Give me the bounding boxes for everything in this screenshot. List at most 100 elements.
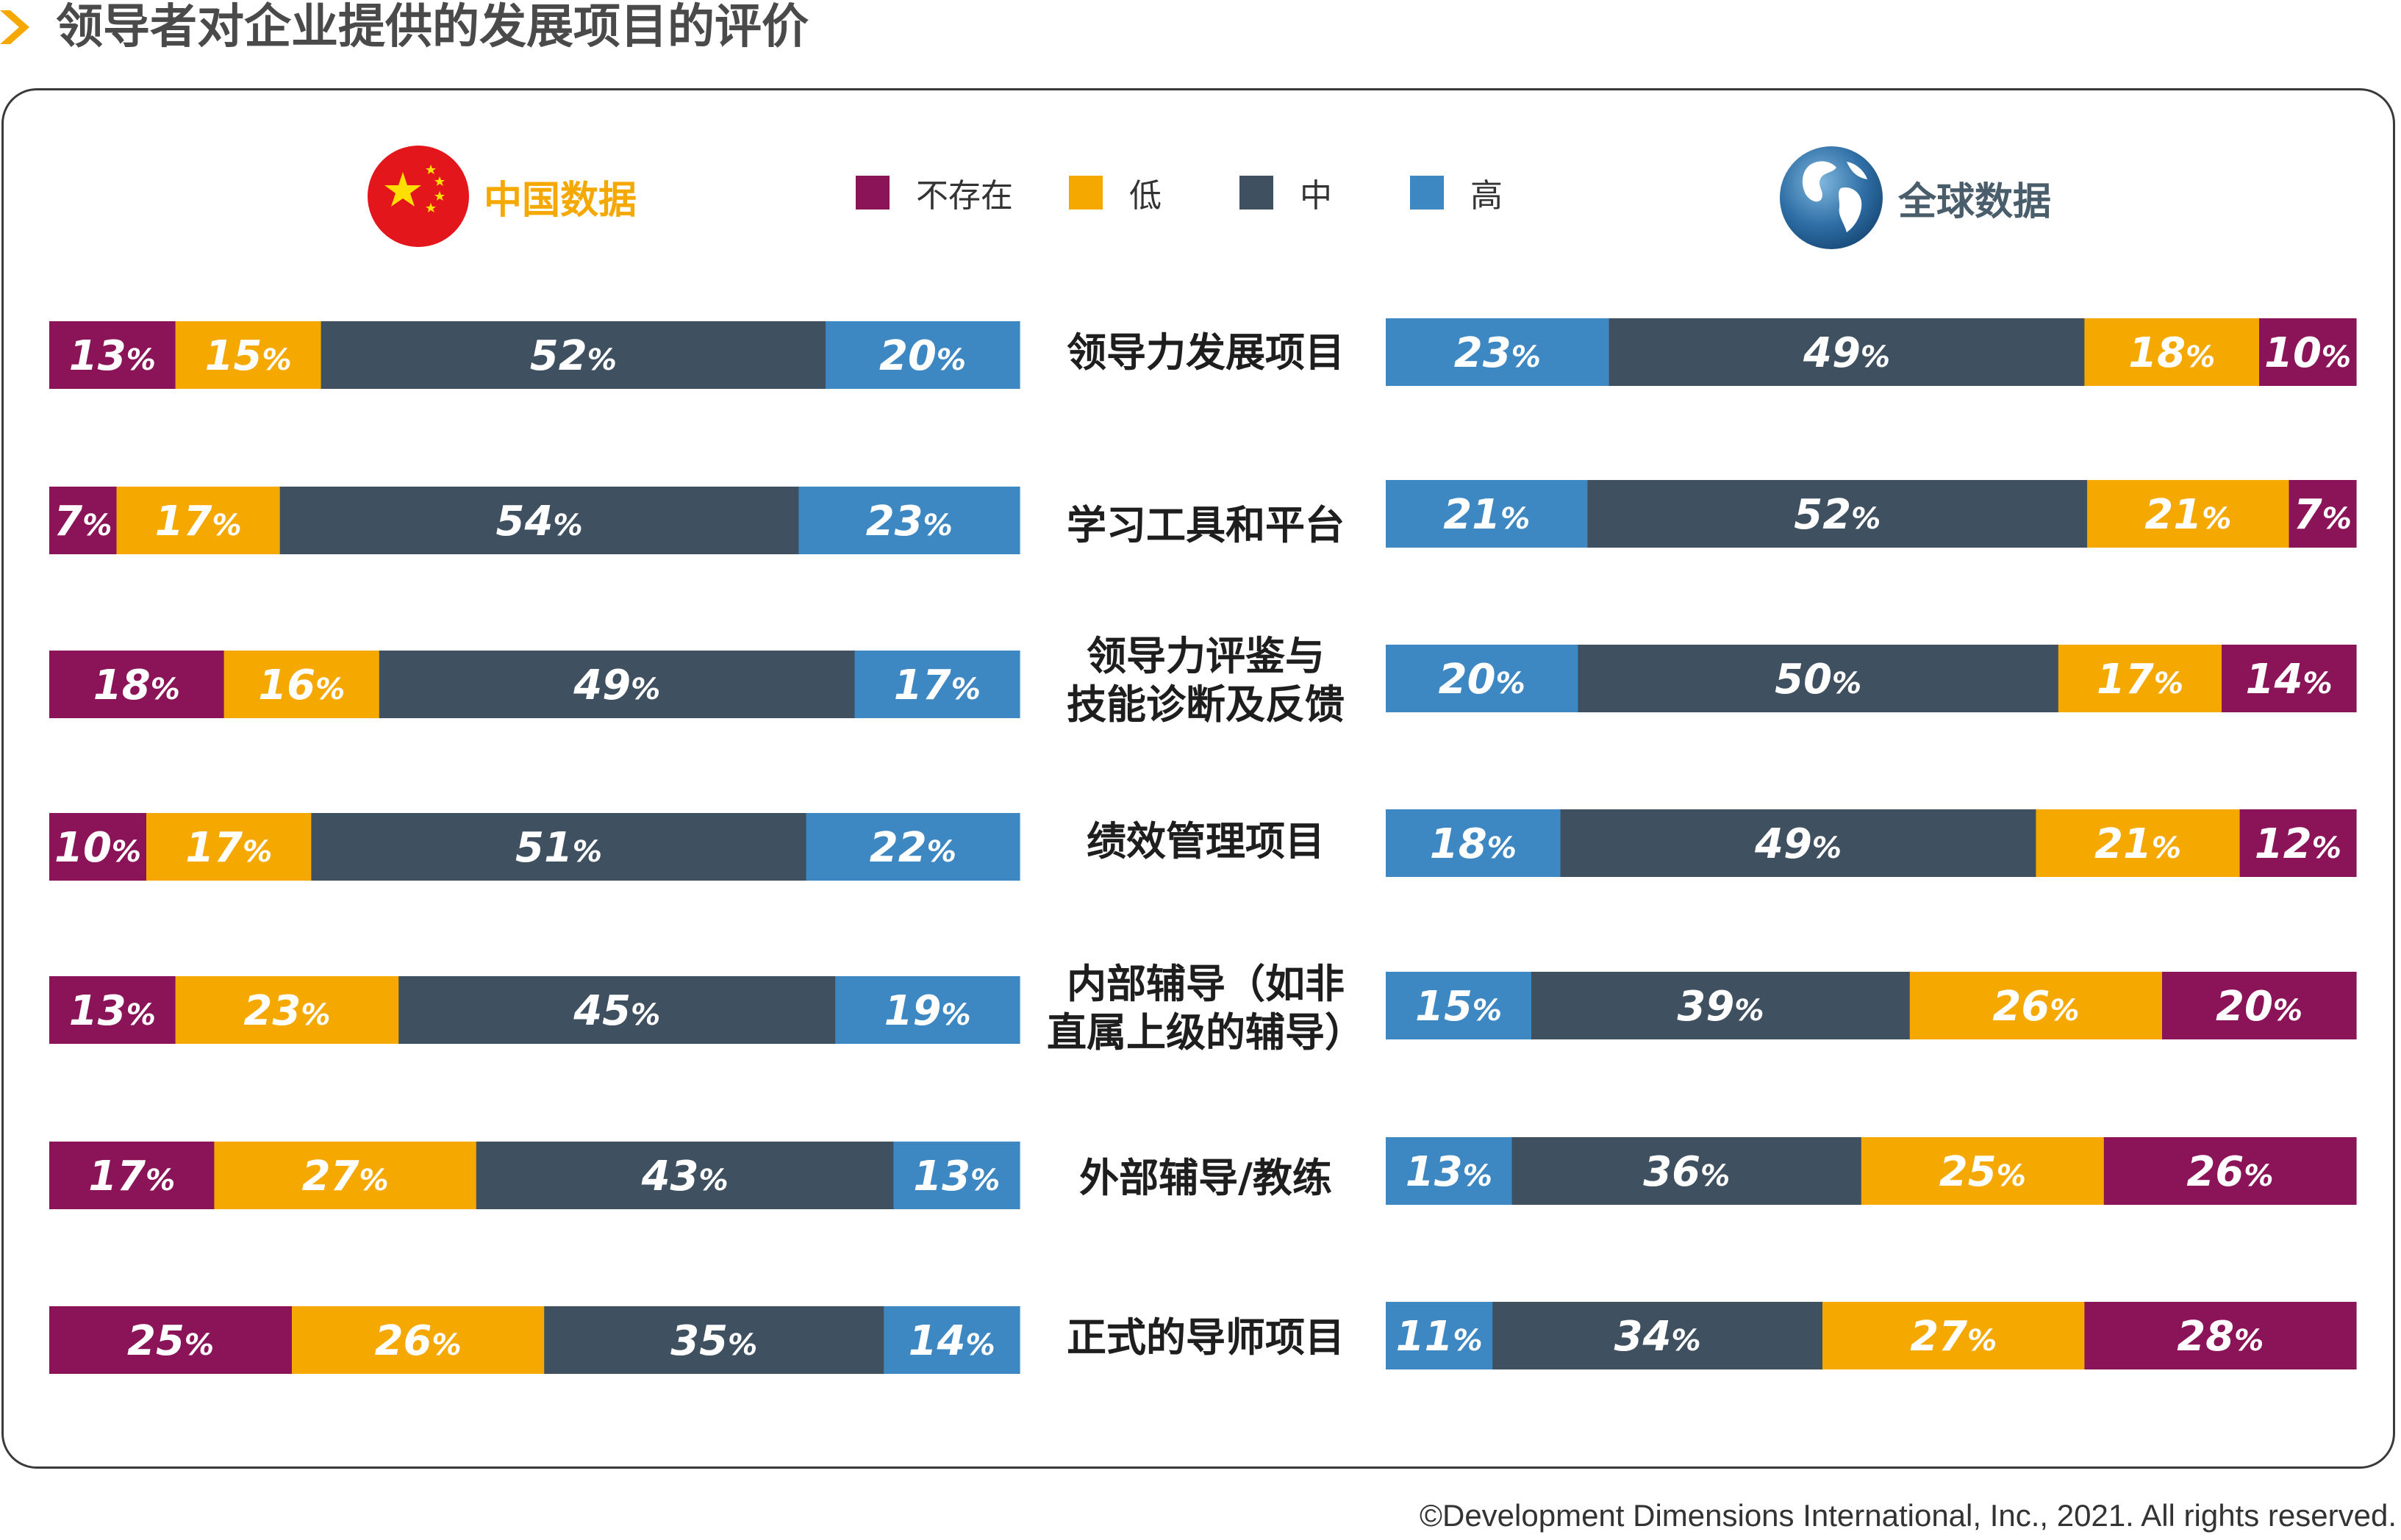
global-bar-label-medium-0: 49% bbox=[1803, 329, 1890, 377]
china-bar-label-high-1: 23% bbox=[866, 498, 953, 545]
china-bar-label-none-1: 7% bbox=[54, 498, 112, 545]
china-bar-low-1 bbox=[116, 487, 281, 554]
china-bar-none-1 bbox=[49, 487, 118, 554]
global-bar-label-high-4: 15% bbox=[1415, 983, 1502, 1031]
global-bar-label-low-4: 26% bbox=[1992, 983, 2079, 1031]
global-bar-medium-1 bbox=[1587, 480, 2088, 548]
global-header: 全球数据 bbox=[1779, 146, 2051, 250]
global-bar-high-1 bbox=[1386, 480, 1589, 548]
china-bar-low-6 bbox=[292, 1306, 545, 1374]
global-bar-label-none-4: 20% bbox=[2216, 983, 2302, 1031]
category-label: 领导力评鉴与 技能诊断及反馈 bbox=[1067, 633, 1345, 728]
china-bar-label-high-6: 14% bbox=[909, 1317, 995, 1365]
legend-swatch-medium bbox=[1239, 176, 1273, 209]
global-bar-high-5 bbox=[1386, 1137, 1513, 1205]
china-bar-label-low-6: 26% bbox=[375, 1317, 462, 1365]
global-bar-label-none-0: 10% bbox=[2264, 329, 2351, 377]
copyright-notice: ©Development Dimensions International, I… bbox=[1420, 1498, 2397, 1533]
global-header-label: 全球数据 bbox=[1898, 179, 2052, 224]
legend-swatch-none bbox=[856, 176, 890, 209]
global-bar-low-2 bbox=[2058, 645, 2222, 712]
global-bar-label-none-1: 7% bbox=[2294, 491, 2352, 539]
china-bar-label-medium-5: 43% bbox=[641, 1153, 729, 1200]
china-header-label: 中国数据 bbox=[484, 178, 637, 223]
china-bar-label-high-4: 19% bbox=[884, 987, 971, 1035]
china-bar-medium-1 bbox=[279, 487, 800, 554]
china-bar-medium-6 bbox=[544, 1306, 884, 1374]
china-bar-medium-5 bbox=[476, 1142, 894, 1209]
china-bar-label-low-1: 17% bbox=[155, 498, 242, 545]
china-bar-label-low-3: 17% bbox=[185, 824, 272, 872]
china-bar-label-high-2: 17% bbox=[894, 662, 981, 709]
china-bar-low-3 bbox=[146, 813, 312, 881]
global-bar-high-0 bbox=[1386, 318, 1610, 386]
global-bar-none-5 bbox=[2103, 1137, 2357, 1205]
china-bar-label-high-3: 22% bbox=[870, 824, 956, 872]
china-bar-high-6 bbox=[884, 1306, 1020, 1374]
category-label: 领导力发展项目 bbox=[1067, 329, 1345, 376]
global-bar-low-3 bbox=[2036, 809, 2241, 877]
global-bar-none-3 bbox=[2239, 809, 2357, 877]
china-bar-low-2 bbox=[223, 651, 380, 718]
global-bar-label-low-3: 21% bbox=[2094, 820, 2181, 868]
china-bar-label-high-5: 13% bbox=[913, 1153, 1000, 1200]
global-bar-label-medium-4: 39% bbox=[1677, 983, 1764, 1031]
global-bar-medium-5 bbox=[1511, 1137, 1862, 1205]
global-bar-label-low-1: 21% bbox=[2144, 491, 2231, 539]
china-bar-high-4 bbox=[835, 976, 1020, 1044]
china-bar-label-none-0: 13% bbox=[69, 332, 156, 380]
global-bar-label-low-5: 25% bbox=[1939, 1148, 2026, 1196]
legend-label-none: 不存在 bbox=[916, 177, 1013, 215]
china-bar-none-3 bbox=[49, 813, 147, 881]
global-bar-label-medium-1: 52% bbox=[1794, 491, 1881, 539]
global-bar-high-6 bbox=[1386, 1302, 1493, 1369]
global-bar-none-0 bbox=[2259, 318, 2357, 386]
china-bar-label-medium-4: 45% bbox=[573, 987, 660, 1035]
global-bar-medium-0 bbox=[1609, 318, 2085, 386]
china-bar-label-none-4: 13% bbox=[69, 987, 156, 1035]
china-bar-high-1 bbox=[798, 487, 1020, 554]
china-bar-label-low-5: 27% bbox=[302, 1153, 389, 1200]
china-bar-none-2 bbox=[49, 651, 225, 718]
china-bar-label-medium-6: 35% bbox=[670, 1317, 757, 1365]
legend-swatch-low bbox=[1069, 176, 1103, 209]
global-bar-label-low-0: 18% bbox=[2128, 329, 2215, 377]
china-bar-label-medium-1: 54% bbox=[496, 498, 583, 545]
china-bar-label-none-5: 17% bbox=[88, 1153, 175, 1200]
global-bar-label-none-2: 14% bbox=[2246, 656, 2333, 703]
china-bar-high-0 bbox=[826, 321, 1020, 389]
global-bar-label-medium-5: 36% bbox=[1643, 1148, 1730, 1196]
global-bar-label-none-3: 12% bbox=[2255, 820, 2341, 868]
legend: 不存在 低 中 高 bbox=[856, 169, 1503, 216]
global-bar-label-high-6: 11% bbox=[1396, 1313, 1483, 1361]
global-bar-label-high-3: 18% bbox=[1430, 820, 1517, 868]
china-bar-medium-3 bbox=[311, 813, 807, 881]
china-bar-high-3 bbox=[806, 813, 1020, 881]
china-bar-medium-4 bbox=[398, 976, 836, 1044]
chevron-right-icon bbox=[0, 10, 29, 44]
global-bar-medium-3 bbox=[1560, 809, 2036, 877]
legend-swatch-high bbox=[1410, 176, 1444, 209]
global-bar-high-4 bbox=[1386, 972, 1532, 1039]
category-label: 内部辅导（如非 直属上级的辅导） bbox=[1047, 961, 1364, 1056]
category-label: 正式的导师项目 bbox=[1067, 1314, 1345, 1361]
global-bar-low-0 bbox=[2084, 318, 2260, 386]
legend-label-low: 低 bbox=[1129, 177, 1162, 215]
global-bar-none-4 bbox=[2162, 972, 2357, 1039]
china-bar-medium-0 bbox=[321, 321, 826, 389]
global-bar-label-high-5: 13% bbox=[1406, 1148, 1492, 1196]
global-bar-low-5 bbox=[1861, 1137, 2105, 1205]
china-bar-none-6 bbox=[49, 1306, 293, 1374]
china-bar-low-0 bbox=[175, 321, 322, 389]
china-bar-label-low-2: 16% bbox=[258, 662, 345, 709]
china-bar-high-2 bbox=[854, 651, 1020, 718]
global-bar-low-1 bbox=[2087, 480, 2290, 548]
globe-icon bbox=[1780, 146, 1883, 249]
legend-item-medium: 中 bbox=[1239, 169, 1332, 216]
legend-label-high: 高 bbox=[1470, 177, 1503, 215]
china-bar-low-4 bbox=[175, 976, 399, 1044]
china-bar-low-5 bbox=[214, 1142, 477, 1209]
legend-item-none: 不存在 bbox=[856, 169, 1013, 216]
china-bar-label-none-3: 10% bbox=[54, 824, 141, 872]
